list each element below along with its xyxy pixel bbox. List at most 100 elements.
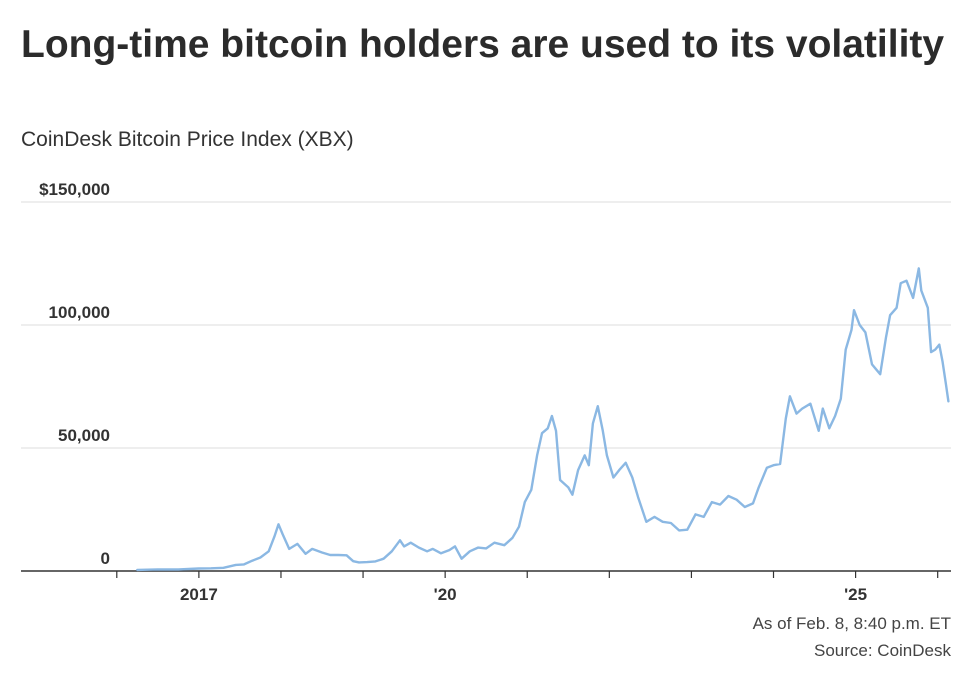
data-point <box>382 557 385 560</box>
data-point <box>577 469 579 471</box>
data-point <box>839 397 842 400</box>
data-point <box>653 516 656 518</box>
data-point <box>772 464 775 467</box>
data-point <box>431 548 434 550</box>
data-point <box>460 557 463 560</box>
data-point <box>468 550 471 553</box>
data-point <box>850 329 853 331</box>
data-point <box>426 550 428 553</box>
data-point <box>345 554 348 557</box>
y-tick-label: 50,000 <box>58 426 110 445</box>
data-point <box>828 427 831 430</box>
data-point <box>920 289 923 292</box>
data-point <box>719 503 721 506</box>
data-point <box>601 429 604 432</box>
data-point <box>895 306 898 309</box>
data-point <box>858 324 861 326</box>
data-point <box>374 560 377 563</box>
series-layer <box>136 267 950 572</box>
gridlines <box>21 201 951 449</box>
data-point <box>541 432 543 435</box>
data-point <box>136 569 139 571</box>
data-point <box>645 520 648 523</box>
data-point <box>493 541 496 544</box>
data-point <box>834 415 836 417</box>
data-point <box>864 331 867 334</box>
data-point <box>243 563 245 566</box>
data-point <box>809 402 812 405</box>
data-point <box>735 498 738 501</box>
data-point <box>234 564 237 566</box>
data-point <box>551 415 553 417</box>
data-point <box>251 559 254 562</box>
data-point <box>536 454 538 457</box>
data-point <box>905 279 908 282</box>
data-point <box>177 568 180 571</box>
data-point <box>311 548 314 550</box>
data-point <box>779 463 781 465</box>
data-point <box>156 568 159 571</box>
data-point <box>941 361 944 363</box>
data-point <box>930 351 932 353</box>
data-point <box>686 528 689 531</box>
data-point <box>337 554 340 556</box>
data-point <box>917 267 920 270</box>
data-point <box>624 461 627 464</box>
data-point <box>789 395 791 398</box>
y-tick-label: 100,000 <box>49 303 110 322</box>
y-axis-ticks: $150,000 100,000 50,000 0 <box>39 180 110 568</box>
data-point <box>912 297 914 299</box>
data-point <box>606 454 608 457</box>
data-point <box>358 561 360 564</box>
data-point <box>934 348 937 351</box>
data-point <box>612 476 615 479</box>
data-point <box>523 501 526 503</box>
data-point <box>844 348 847 351</box>
data-point <box>281 533 284 535</box>
chart-subtitle: CoinDesk Bitcoin Price Index (XBX) <box>21 128 354 151</box>
data-point <box>555 429 557 432</box>
data-point <box>801 407 804 410</box>
data-point <box>853 309 855 312</box>
series-line-xbx <box>136 267 950 572</box>
data-point <box>399 539 401 542</box>
data-point <box>210 567 213 570</box>
y-tick-label: $150,000 <box>39 180 110 199</box>
data-point <box>198 567 200 570</box>
data-point <box>885 336 887 339</box>
data-point <box>743 506 746 508</box>
data-point <box>945 383 947 385</box>
data-point <box>702 516 705 518</box>
data-point <box>571 493 574 496</box>
data-point <box>485 547 488 550</box>
data-point <box>448 549 451 551</box>
data-point <box>440 552 442 555</box>
data-point <box>583 454 586 457</box>
data-point <box>390 550 393 553</box>
data-point <box>875 368 877 371</box>
data-point <box>711 501 713 503</box>
data-point <box>678 529 680 532</box>
data-point <box>670 522 672 524</box>
data-point <box>752 502 754 505</box>
data-point <box>277 523 280 526</box>
data-point <box>530 488 533 491</box>
data-point <box>587 464 590 467</box>
data-point <box>296 543 299 545</box>
data-point <box>546 427 549 430</box>
data-point <box>596 405 599 408</box>
data-point <box>259 556 262 559</box>
data-point <box>727 495 730 497</box>
data-point <box>661 520 664 523</box>
source-note: Source: CoinDesk <box>813 641 951 660</box>
data-point <box>403 545 405 548</box>
data-point <box>618 469 621 471</box>
data-point <box>766 466 768 469</box>
data-point <box>503 544 506 547</box>
data-point <box>288 548 291 550</box>
data-point <box>795 412 798 415</box>
data-point <box>821 407 824 410</box>
data-point <box>477 546 479 549</box>
data-point <box>817 429 820 432</box>
